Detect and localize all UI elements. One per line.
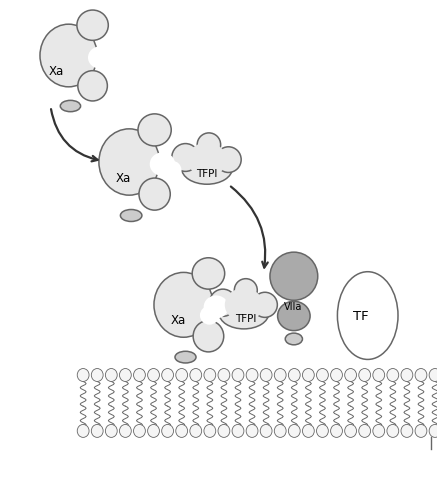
Circle shape <box>134 369 145 382</box>
Ellipse shape <box>175 351 196 363</box>
Circle shape <box>288 425 300 437</box>
Ellipse shape <box>78 72 107 102</box>
Circle shape <box>260 425 272 437</box>
Circle shape <box>134 425 145 437</box>
Ellipse shape <box>216 147 241 173</box>
Circle shape <box>77 425 89 437</box>
Circle shape <box>232 369 244 382</box>
Circle shape <box>429 369 440 382</box>
Circle shape <box>246 425 258 437</box>
Ellipse shape <box>138 115 171 147</box>
Ellipse shape <box>154 273 213 337</box>
Circle shape <box>387 369 399 382</box>
Circle shape <box>401 425 413 437</box>
Circle shape <box>77 369 89 382</box>
Ellipse shape <box>182 153 232 185</box>
Ellipse shape <box>77 11 108 41</box>
Circle shape <box>120 369 131 382</box>
Circle shape <box>316 425 328 437</box>
Circle shape <box>218 369 230 382</box>
Circle shape <box>120 425 131 437</box>
Circle shape <box>373 425 385 437</box>
Ellipse shape <box>270 252 318 300</box>
Ellipse shape <box>121 210 142 222</box>
Text: Xa: Xa <box>116 172 131 185</box>
Circle shape <box>387 425 399 437</box>
Ellipse shape <box>88 48 112 70</box>
Circle shape <box>190 425 202 437</box>
Ellipse shape <box>187 143 227 178</box>
Circle shape <box>260 369 272 382</box>
Text: TFPI: TFPI <box>235 313 257 323</box>
Text: TF: TF <box>353 310 369 323</box>
Text: Xa: Xa <box>171 313 186 326</box>
Circle shape <box>246 369 258 382</box>
Circle shape <box>92 369 103 382</box>
Circle shape <box>316 369 328 382</box>
Ellipse shape <box>285 334 302 345</box>
Circle shape <box>373 369 385 382</box>
Ellipse shape <box>200 306 219 325</box>
Circle shape <box>302 425 314 437</box>
Circle shape <box>274 369 286 382</box>
Ellipse shape <box>337 272 398 360</box>
Text: VIIa: VIIa <box>284 301 303 312</box>
Circle shape <box>429 425 440 437</box>
Circle shape <box>106 425 117 437</box>
Ellipse shape <box>60 101 81 112</box>
Circle shape <box>147 369 159 382</box>
Ellipse shape <box>209 289 236 317</box>
Circle shape <box>92 425 103 437</box>
Circle shape <box>147 425 159 437</box>
Ellipse shape <box>99 130 160 196</box>
Ellipse shape <box>40 25 97 88</box>
Circle shape <box>204 425 216 437</box>
Ellipse shape <box>204 296 228 319</box>
Circle shape <box>345 369 356 382</box>
Ellipse shape <box>172 144 199 172</box>
Circle shape <box>218 425 230 437</box>
Ellipse shape <box>253 293 277 318</box>
Ellipse shape <box>139 179 170 211</box>
Circle shape <box>359 369 370 382</box>
Circle shape <box>359 425 370 437</box>
Ellipse shape <box>235 279 257 302</box>
Circle shape <box>106 369 117 382</box>
Circle shape <box>161 369 173 382</box>
Circle shape <box>288 369 300 382</box>
Circle shape <box>345 425 356 437</box>
Text: Xa: Xa <box>48 65 64 78</box>
Ellipse shape <box>162 161 182 180</box>
Circle shape <box>204 369 216 382</box>
Circle shape <box>274 425 286 437</box>
Circle shape <box>176 369 187 382</box>
Circle shape <box>302 369 314 382</box>
Circle shape <box>401 369 413 382</box>
Circle shape <box>415 425 427 437</box>
Ellipse shape <box>192 258 225 289</box>
Circle shape <box>190 369 202 382</box>
Text: TFPI: TFPI <box>196 168 217 179</box>
Circle shape <box>176 425 187 437</box>
Ellipse shape <box>219 298 269 329</box>
Circle shape <box>415 369 427 382</box>
Circle shape <box>161 425 173 437</box>
Circle shape <box>330 369 342 382</box>
Circle shape <box>330 425 342 437</box>
Ellipse shape <box>225 288 263 322</box>
Ellipse shape <box>278 301 310 331</box>
Ellipse shape <box>197 133 220 157</box>
Ellipse shape <box>150 153 175 177</box>
Ellipse shape <box>193 321 224 352</box>
Circle shape <box>232 425 244 437</box>
